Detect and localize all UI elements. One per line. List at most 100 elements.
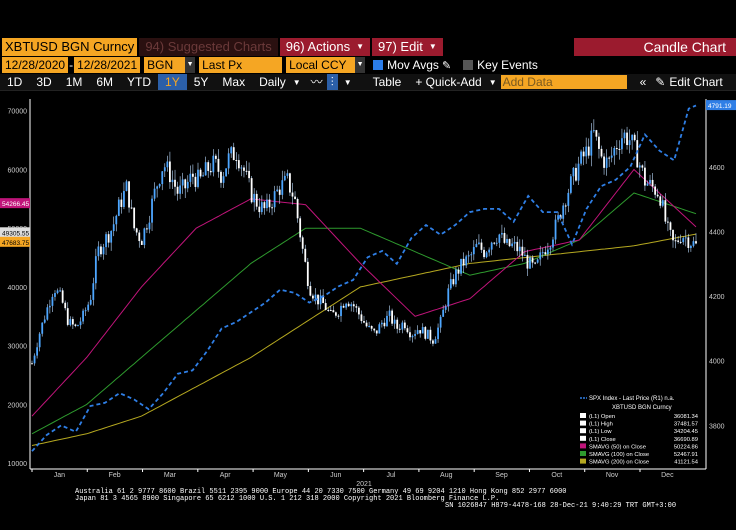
candle-body (217, 158, 220, 172)
candle-body (294, 196, 296, 199)
candle-body (391, 310, 393, 324)
candle-body (232, 147, 235, 161)
candle-body (669, 222, 672, 230)
candle-body (416, 330, 419, 334)
candle-body (209, 170, 212, 173)
candle-body (447, 288, 450, 307)
candle-body (475, 243, 478, 248)
candle-body (212, 155, 215, 173)
left-tick-label: 70000 (8, 109, 28, 116)
frequency-chevron-down-icon[interactable]: ▼ (292, 77, 301, 87)
candle-body (411, 335, 414, 338)
candle-body (419, 330, 422, 334)
candle-body (120, 199, 123, 207)
currency-select[interactable]: Local CCY ▼ (286, 57, 366, 73)
start-date-input[interactable]: 12/28/2020 (2, 57, 69, 73)
candle-body (220, 171, 222, 183)
candle-body (488, 249, 491, 253)
candle-chart-icon[interactable]: ⫶ (326, 74, 338, 90)
candle-body (684, 237, 687, 239)
x-tick-label: Sep (495, 472, 508, 479)
ma50-path (31, 168, 697, 417)
ticker-field[interactable]: XBTUSD BGN Curncy (2, 38, 138, 56)
candle-body (286, 173, 289, 176)
collapse-icon[interactable]: « (639, 75, 647, 89)
x-tick-label: May (274, 472, 288, 479)
edit-chart-button[interactable]: Edit Chart (669, 75, 723, 89)
candle-body (503, 232, 506, 243)
candle-body (444, 306, 447, 310)
chart-axes: 1000020000300004000050000600007000038004… (0, 99, 736, 488)
candle-body (271, 207, 273, 209)
actions-button[interactable]: 96) Actions ▼ (279, 38, 371, 56)
candle-body (194, 176, 197, 187)
pencil-icon[interactable]: ✎ (441, 59, 452, 72)
legend-row-label: SMAVG (200) on Close (589, 460, 649, 466)
candle-body (569, 176, 572, 193)
candle-body (79, 321, 82, 326)
candle-body (587, 146, 590, 156)
table-button[interactable]: Table (372, 75, 402, 89)
edit-button[interactable]: 97) Edit ▼ (372, 38, 443, 56)
quick-add-button[interactable]: + Quick-Add (415, 75, 482, 89)
candle-body (59, 290, 61, 292)
pencil-edit-icon[interactable]: ✎ (655, 75, 666, 89)
end-date-input[interactable]: 12/28/2021 (74, 57, 141, 73)
candle-body (169, 161, 171, 183)
candle-body (105, 234, 107, 248)
period-button-ytd[interactable]: YTD (127, 75, 152, 89)
candle-body (638, 165, 641, 168)
left-tick-label: 20000 (8, 402, 28, 409)
mov-avgs-label[interactable]: Mov Avgs (387, 58, 439, 72)
suggested-charts-button[interactable]: 94) Suggested Charts (139, 38, 278, 56)
candle-body (592, 130, 595, 132)
actions-label: 96) Actions (285, 39, 351, 54)
period-button-6m[interactable]: 6M (96, 75, 114, 89)
chart-type-chevron-down-icon[interactable]: ▼ (343, 77, 352, 87)
candle-body (110, 230, 113, 243)
candle-body (429, 329, 432, 341)
candle-body (301, 237, 304, 249)
candle-body (176, 186, 179, 194)
ma200-path (31, 233, 697, 446)
candle-chart[interactable]: 1000020000300004000050000600007000038004… (0, 91, 736, 530)
candle-body (613, 148, 616, 156)
candle-body (403, 322, 406, 329)
candle-body (77, 325, 79, 327)
line-chart-icon[interactable]: 〰 (310, 75, 323, 89)
source-select[interactable]: BGN ▼ (144, 57, 196, 73)
legend-swatch (580, 420, 586, 426)
candle-body (166, 161, 169, 168)
add-data-input[interactable]: Add Data (500, 75, 627, 89)
candle-body (197, 169, 199, 187)
period-button-1y[interactable]: 1Y (158, 74, 187, 90)
candle-body (153, 188, 156, 199)
candle-body (156, 186, 159, 189)
key-events-label[interactable]: Key Events (477, 58, 538, 72)
candle-body (365, 322, 368, 327)
candle-body (363, 321, 365, 323)
period-button-3d[interactable]: 3D (36, 75, 52, 89)
candle-body (631, 134, 634, 141)
candle-body (380, 322, 383, 325)
frequency-select[interactable]: Daily (259, 75, 286, 89)
period-button-5y[interactable]: 5Y (193, 75, 209, 89)
candle-body (135, 228, 138, 233)
quick-add-chevron-down-icon[interactable]: ▼ (488, 77, 497, 87)
candle-body (31, 363, 33, 365)
candle-body (539, 252, 542, 260)
spx-line (31, 104, 697, 452)
candle-body (69, 319, 72, 325)
candle-body (100, 246, 102, 255)
key-events-checkbox[interactable] (463, 60, 474, 70)
candle-body (207, 162, 210, 171)
candle-body (626, 132, 628, 146)
field-select[interactable]: Last Px (199, 57, 283, 73)
mov-avgs-checkbox[interactable] (373, 60, 384, 70)
period-button-max[interactable]: Max (222, 75, 246, 89)
candle-body (452, 279, 455, 285)
candle-body (71, 319, 74, 325)
period-button-1m[interactable]: 1M (65, 75, 83, 89)
period-button-1d[interactable]: 1D (7, 75, 23, 89)
candle-body (345, 303, 348, 308)
